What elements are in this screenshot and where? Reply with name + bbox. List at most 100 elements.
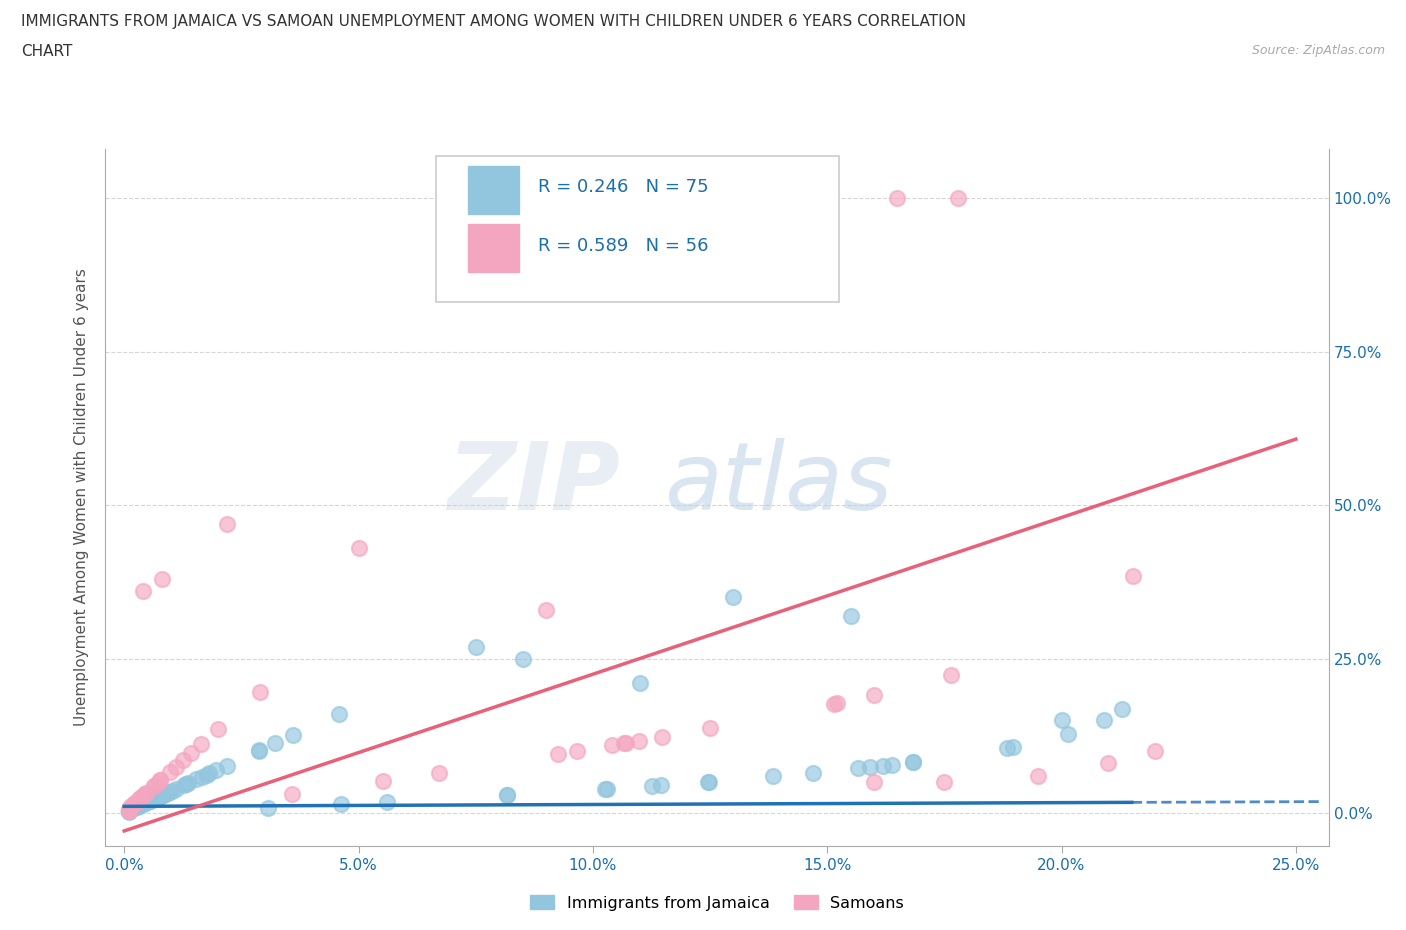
Point [641,778,664,793]
Point [995,740,1018,755]
Point [496,788,519,803]
Point [135,786,157,801]
Point [863,687,886,702]
Point [139,793,162,808]
FancyBboxPatch shape [436,156,839,302]
Point [872,758,894,773]
Point [1111,701,1133,716]
Point [328,707,350,722]
Point [198,766,221,781]
Point [347,541,370,556]
Point [176,777,198,791]
Point [859,760,882,775]
Point [131,797,153,812]
Point [132,584,155,599]
Point [148,790,170,804]
Point [846,761,869,776]
Point [150,572,173,587]
Point [138,794,160,809]
Point [823,697,845,711]
Point [118,803,141,817]
Point [180,746,202,761]
Point [650,777,672,792]
Point [159,764,181,779]
Text: CHART: CHART [21,44,73,59]
Point [146,790,169,804]
Point [215,758,238,773]
Point [121,802,143,817]
Point [934,775,956,790]
Point [118,804,141,818]
Point [1026,768,1049,783]
Point [1122,568,1144,583]
Legend: Immigrants from Jamaica, Samoans: Immigrants from Jamaica, Samoans [522,887,912,919]
Point [247,743,270,758]
Point [627,734,650,749]
Point [118,800,141,815]
Point [177,776,200,790]
Point [247,743,270,758]
Point [217,516,239,531]
Point [281,787,304,802]
Point [512,651,534,666]
Point [1092,712,1115,727]
Point [118,804,141,818]
Point [132,796,155,811]
Point [118,804,141,818]
Point [152,787,174,802]
Point [152,787,174,802]
Text: ZIP: ZIP [447,438,620,529]
Point [160,783,183,798]
Point [165,760,187,775]
Point [263,736,285,751]
Point [149,773,172,788]
Point [124,795,146,810]
Point [699,774,721,789]
Point [134,795,156,810]
Point [131,797,153,812]
Point [129,790,152,805]
Point [901,755,924,770]
Point [593,781,616,796]
Point [155,786,177,801]
Point [128,791,150,806]
Point [143,778,166,793]
Point [118,804,141,819]
Point [613,736,636,751]
Point [839,608,862,623]
Point [127,799,149,814]
Point [882,757,904,772]
Point [886,191,908,206]
Point [375,794,398,809]
Point [118,800,141,815]
Point [1002,739,1025,754]
Point [146,790,169,804]
Point [118,803,141,817]
Point [801,765,824,780]
Point [825,696,848,711]
Point [204,763,226,777]
Point [762,769,785,784]
Point [127,799,149,814]
Point [128,798,150,813]
Point [596,781,619,796]
Point [134,786,156,801]
Point [149,789,172,804]
Point [149,789,172,804]
Point [134,787,156,802]
Text: IMMIGRANTS FROM JAMAICA VS SAMOAN UNEMPLOYMENT AMONG WOMEN WITH CHILDREN UNDER 6: IMMIGRANTS FROM JAMAICA VS SAMOAN UNEMPL… [21,14,966,29]
Text: Source: ZipAtlas.com: Source: ZipAtlas.com [1251,44,1385,57]
Text: R = 0.589   N = 56: R = 0.589 N = 56 [538,237,709,256]
Point [496,788,519,803]
Point [157,785,180,800]
Point [156,785,179,800]
Point [190,737,212,751]
Point [427,765,450,780]
Point [165,781,187,796]
Point [149,773,172,788]
Point [1144,744,1167,759]
Point [697,775,720,790]
Point [121,797,143,812]
Point [903,755,925,770]
Point [173,777,195,792]
